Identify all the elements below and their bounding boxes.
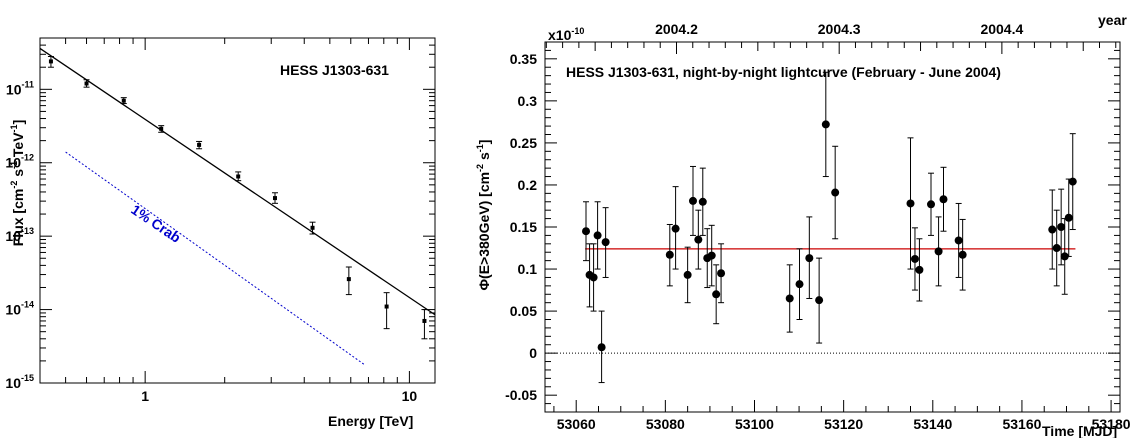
data-point bbox=[236, 174, 241, 179]
top-tick-label: 2004.3 bbox=[818, 21, 861, 37]
x-tick-label: 53160 bbox=[1002, 416, 1041, 432]
x-tick-label: 53120 bbox=[824, 416, 863, 432]
y-tick-label: 10-11 bbox=[6, 79, 34, 97]
data-point bbox=[1060, 252, 1069, 261]
data-point bbox=[1052, 244, 1061, 253]
spectrum-y-axis-label: Flux [cm-2 s-1 TeV-1] bbox=[9, 120, 26, 247]
y-tick-label: 0.35 bbox=[510, 51, 537, 67]
x-tick-label: 10 bbox=[402, 388, 418, 404]
data-point bbox=[671, 224, 680, 233]
x-tick-label: 53140 bbox=[913, 416, 952, 432]
data-point bbox=[707, 251, 716, 260]
spectrum-axis-ticks: 1 10 10-11 10-12 10-13 10-14 10-15 bbox=[5, 37, 435, 404]
crab-reference-line bbox=[65, 151, 366, 366]
y-tick-label: 0.05 bbox=[510, 303, 537, 319]
data-point bbox=[927, 200, 936, 209]
top-tick-label: 2004.2 bbox=[655, 21, 698, 37]
data-point bbox=[795, 280, 804, 289]
data-point bbox=[805, 254, 814, 263]
power-law-fit-line bbox=[39, 47, 436, 316]
lightcurve-panel: 53060 53080 53100 53120 53140 53160 53180 -0.05… bbox=[475, 12, 1131, 438]
data-point bbox=[712, 290, 721, 299]
spectrum-data-points bbox=[47, 55, 428, 340]
y-tick-label: 10-13 bbox=[5, 226, 34, 244]
data-point bbox=[958, 250, 967, 259]
spectrum-panel: 1 10 10-11 10-12 10-13 10-14 10-15 HESS J1303-… bbox=[5, 37, 436, 429]
data-point bbox=[601, 238, 610, 247]
y-tick-label: 10-15 bbox=[5, 373, 34, 391]
lightcurve-axis-ticks: 53060 53080 53100 53120 53140 53160 53180 -0.05… bbox=[505, 21, 1131, 432]
y-tick-label: 0.3 bbox=[518, 93, 538, 109]
data-point bbox=[310, 225, 315, 230]
data-point bbox=[597, 343, 606, 352]
lightcurve-frame bbox=[544, 41, 1121, 413]
data-point bbox=[906, 199, 915, 208]
data-point bbox=[915, 265, 924, 274]
top-tick-label: 2004.4 bbox=[980, 21, 1023, 37]
data-point bbox=[934, 247, 943, 256]
lightcurve-y-multiplier: x10-10 bbox=[548, 26, 584, 43]
data-point bbox=[683, 270, 692, 279]
x-tick-label: 53060 bbox=[557, 416, 596, 432]
data-point bbox=[698, 197, 707, 206]
data-point bbox=[384, 304, 389, 309]
data-point bbox=[821, 120, 830, 129]
x-tick-label: 53100 bbox=[735, 416, 774, 432]
data-point bbox=[582, 227, 591, 236]
data-point bbox=[346, 277, 351, 282]
data-point bbox=[1064, 213, 1073, 222]
y-tick-label: -0.05 bbox=[505, 387, 537, 403]
data-point bbox=[831, 188, 840, 197]
lightcurve-top-axis-label: year bbox=[1098, 12, 1127, 28]
data-point bbox=[159, 126, 164, 131]
data-point bbox=[717, 269, 726, 278]
lightcurve-title: HESS J1303-631, night-by-night lightcurv… bbox=[566, 64, 1001, 80]
data-point bbox=[815, 296, 824, 305]
y-tick-label: 10-14 bbox=[5, 300, 34, 318]
y-tick-label: 0.25 bbox=[510, 135, 537, 151]
spectrum-fit-line bbox=[39, 47, 436, 366]
spectrum-frame bbox=[39, 37, 436, 384]
spectrum-x-axis-label: Energy [TeV] bbox=[328, 413, 413, 429]
data-point bbox=[665, 250, 674, 259]
data-point bbox=[1068, 177, 1077, 186]
y-tick-label: 0 bbox=[529, 345, 537, 361]
data-point bbox=[694, 235, 703, 244]
data-point bbox=[785, 294, 794, 303]
data-point bbox=[954, 236, 963, 245]
data-point bbox=[688, 196, 697, 205]
lightcurve-x-axis-label: Time [MJD] bbox=[1042, 423, 1117, 438]
data-point bbox=[939, 195, 948, 204]
x-tick-label: 53080 bbox=[646, 416, 685, 432]
x-tick-label: 53180 bbox=[1092, 416, 1131, 432]
data-point bbox=[197, 142, 202, 147]
data-point bbox=[1057, 223, 1066, 231]
data-point bbox=[589, 273, 598, 282]
data-point bbox=[422, 318, 427, 323]
data-point bbox=[121, 98, 126, 103]
y-tick-label: 0.2 bbox=[518, 177, 538, 193]
lightcurve-reference-lines bbox=[545, 248, 1120, 354]
data-point bbox=[1048, 225, 1057, 234]
data-point bbox=[593, 231, 602, 240]
lightcurve-y-axis-label: Φ(E>380GeV) [cm-2 s-1] bbox=[475, 140, 492, 291]
data-point bbox=[272, 196, 277, 201]
y-tick-label: 0.1 bbox=[518, 261, 538, 277]
y-tick-label: 10-12 bbox=[5, 153, 34, 171]
data-point bbox=[48, 59, 53, 64]
data-point bbox=[910, 254, 919, 263]
spectrum-title: HESS J1303-631 bbox=[280, 62, 389, 78]
y-tick-label: 0.15 bbox=[510, 219, 537, 235]
crab-line-label: 1% Crab bbox=[128, 201, 183, 246]
data-point bbox=[84, 81, 89, 86]
lightcurve-data-points bbox=[582, 71, 1077, 384]
x-tick-label: 1 bbox=[141, 388, 149, 404]
